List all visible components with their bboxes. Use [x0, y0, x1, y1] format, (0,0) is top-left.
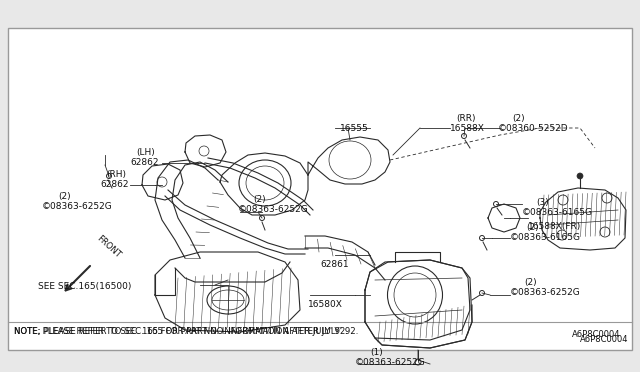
- Text: ©08360-5252D: ©08360-5252D: [498, 124, 568, 133]
- Text: (1): (1): [370, 348, 383, 357]
- Text: 62862: 62862: [100, 180, 129, 189]
- Text: A6P8C0004: A6P8C0004: [579, 335, 628, 344]
- Text: (2): (2): [512, 114, 525, 123]
- Ellipse shape: [259, 215, 264, 221]
- Ellipse shape: [479, 291, 484, 295]
- Text: SEE SEC.165(16500): SEE SEC.165(16500): [38, 282, 131, 291]
- Text: (2): (2): [253, 195, 266, 204]
- Ellipse shape: [479, 235, 484, 241]
- Text: ©08363-6165G: ©08363-6165G: [522, 208, 593, 217]
- Ellipse shape: [493, 202, 499, 206]
- Text: ©08363-6252G: ©08363-6252G: [42, 202, 113, 211]
- Text: (RR): (RR): [456, 114, 476, 123]
- Ellipse shape: [415, 359, 421, 365]
- Text: 62862: 62862: [130, 158, 159, 167]
- Text: 62861: 62861: [320, 260, 349, 269]
- Text: (LH): (LH): [136, 148, 155, 157]
- Text: NOTE; PLEASE REFER TO SEC. 165 FOR PART NO. INFORMATION AFTER JULY' 92.: NOTE; PLEASE REFER TO SEC. 165 FOR PART …: [14, 327, 358, 336]
- Text: (RH): (RH): [106, 170, 126, 179]
- Text: 16588X: 16588X: [450, 124, 485, 133]
- Text: 16580X: 16580X: [308, 300, 343, 309]
- Ellipse shape: [106, 173, 111, 179]
- Text: FRONT: FRONT: [95, 234, 122, 260]
- Text: (2): (2): [524, 278, 536, 287]
- FancyBboxPatch shape: [8, 28, 632, 350]
- Text: 16588X(FR): 16588X(FR): [528, 222, 581, 231]
- Text: ©08363-6252G: ©08363-6252G: [355, 358, 426, 367]
- Text: NOTE; PLEASE REFER TO SEC. 165 FOR PART NO. INFORMATION AFTER JULY' 92.: NOTE; PLEASE REFER TO SEC. 165 FOR PART …: [14, 327, 348, 336]
- Text: ©08363-6165G: ©08363-6165G: [510, 233, 581, 242]
- Ellipse shape: [577, 173, 583, 179]
- Text: (2): (2): [526, 223, 539, 232]
- Text: A6P8C0004: A6P8C0004: [572, 330, 620, 339]
- Ellipse shape: [461, 134, 467, 138]
- Text: ©08363-6252G: ©08363-6252G: [238, 205, 308, 214]
- Text: (3): (3): [536, 198, 548, 207]
- Text: ©08363-6252G: ©08363-6252G: [510, 288, 580, 297]
- Text: (2): (2): [58, 192, 70, 201]
- Text: 16555: 16555: [340, 124, 369, 133]
